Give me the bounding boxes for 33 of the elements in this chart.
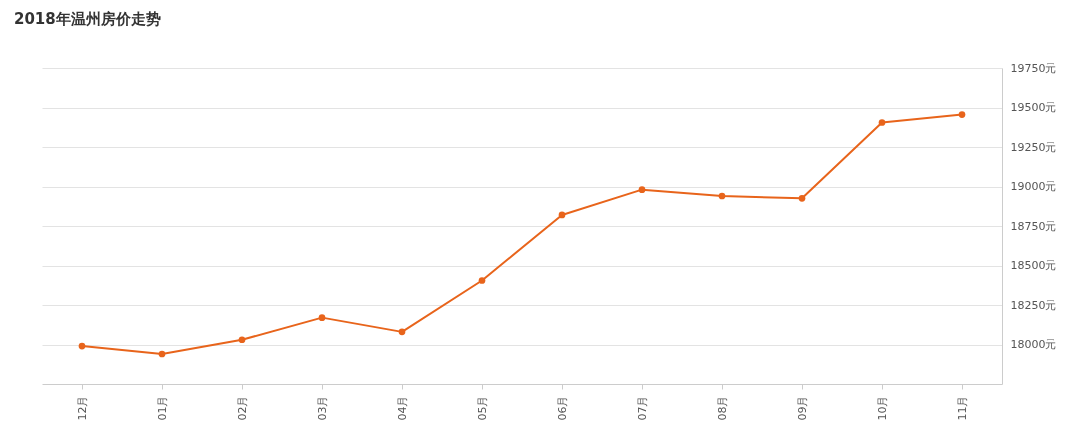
x-tick-label: 04月	[395, 395, 409, 421]
point	[638, 186, 646, 194]
y-tick-label: 18750元	[1010, 219, 1057, 233]
point	[958, 111, 966, 118]
y-tick-label: 19250元	[1010, 140, 1057, 154]
x-tick-label: 06月	[555, 395, 569, 421]
x-tick-label: 02月	[235, 395, 249, 421]
point	[798, 195, 806, 202]
x-tick-label: 05月	[475, 395, 489, 421]
y-tick-label: 18250元	[1010, 298, 1057, 312]
point	[878, 119, 886, 126]
y-tick-label: 19500元	[1010, 101, 1057, 114]
y-tick-label: 18000元	[1010, 338, 1057, 351]
x-tick-label: 10月	[875, 395, 889, 421]
x-tick-label: 09月	[795, 395, 809, 421]
point	[158, 350, 166, 358]
x-tick-label: 12月	[75, 395, 89, 421]
y-tick-label: 18500元	[1010, 259, 1057, 272]
point	[238, 336, 246, 344]
x-tick-label: 07月	[635, 395, 649, 421]
x-tick-label: 08月	[715, 395, 729, 421]
x-tick-label: 01月	[155, 395, 169, 421]
y-tick-label: 19000元	[1010, 180, 1057, 193]
x-tick-label: 03月	[315, 395, 329, 421]
chart-title: 2018年温州房价走势	[14, 10, 161, 28]
point	[318, 314, 326, 321]
y-tick-label: 19750元	[1010, 61, 1057, 75]
point	[398, 328, 406, 336]
point	[558, 211, 566, 219]
point	[718, 192, 726, 200]
point	[78, 342, 86, 350]
x-tick-label: 11月	[955, 395, 969, 421]
point	[478, 277, 486, 284]
